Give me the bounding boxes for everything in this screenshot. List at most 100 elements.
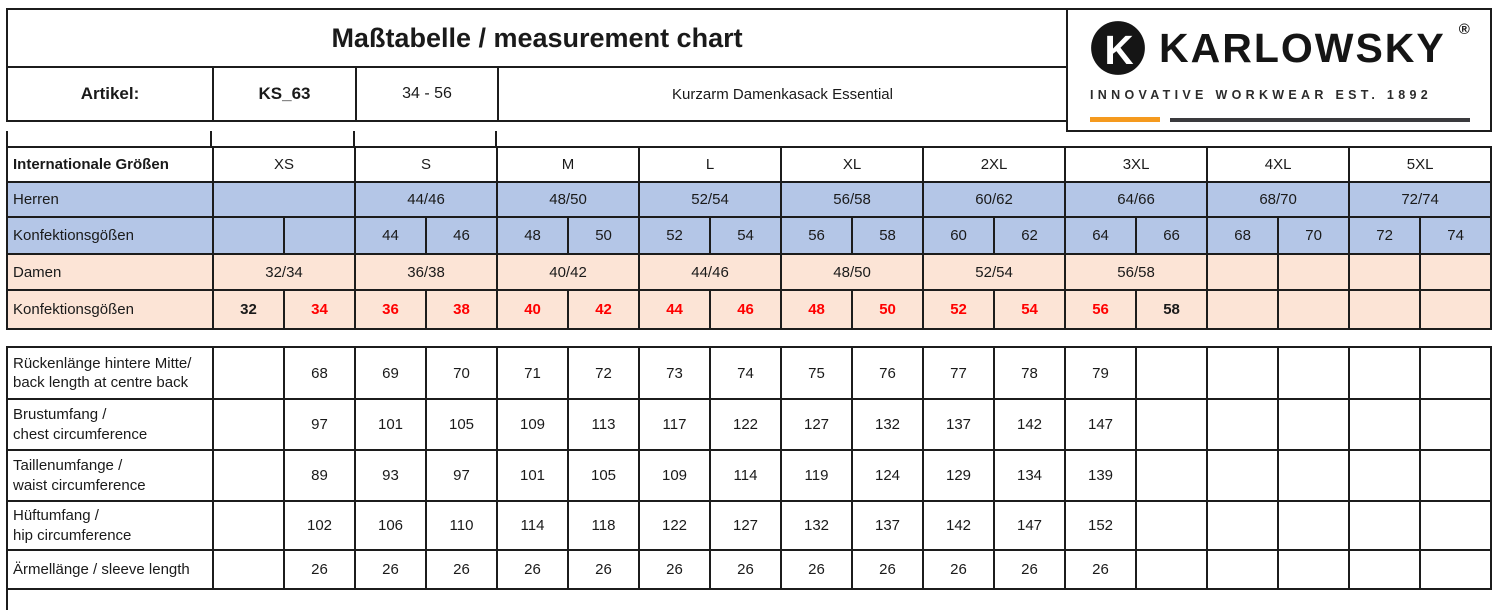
measurement-row-hip-circumference: Hüftumfang / hip circumference 102 106 110 11…	[6, 500, 1492, 551]
konfektionsgroessen-herren-cell: 52	[638, 216, 712, 255]
konfektionsgroessen-herren-cell: 54	[709, 216, 783, 255]
konfektionsgroessen-herren-cell: 48	[496, 216, 570, 255]
size-table-row-konfektionsgroessen-herren: Konfektionsgößen 44 46 48 50 52 54 56 58 60 62 64 66…	[6, 216, 1493, 255]
measurement-row-back-length: Rückenlänge hintere Mitte/back length at…	[6, 346, 1492, 400]
international-sizes-cell: L	[638, 146, 783, 183]
chest-circumference-value: 127	[780, 398, 853, 451]
herren-cell: 68/70	[1206, 181, 1351, 218]
row-label-sleeve-length: Ärmellänge / sleeve length	[6, 549, 214, 590]
page-title: Maßtabelle / measurement chart	[5, 8, 1069, 68]
back-length-value	[212, 346, 285, 400]
waist-circumference-value: 139	[1064, 449, 1137, 502]
chest-circumference-value	[1348, 398, 1421, 451]
konfektionsgroessen-damen-cell: 46	[709, 289, 783, 330]
konfektionsgroessen-damen-cell: 42	[567, 289, 641, 330]
chest-circumference-value: 109	[496, 398, 569, 451]
grid-stub	[6, 590, 8, 610]
bottom-edge	[6, 590, 1492, 610]
konfektionsgroessen-damen-cell: 38	[425, 289, 499, 330]
konfektionsgroessen-herren-cell: 56	[780, 216, 854, 255]
hip-circumference-value	[1277, 500, 1350, 551]
international-sizes-cell: 4XL	[1206, 146, 1351, 183]
row-label-konfektionsgroessen-damen: Konfektionsgößen	[6, 289, 214, 330]
konfektionsgroessen-herren-cell: 70	[1277, 216, 1351, 255]
sleeve-length-value: 26	[709, 549, 782, 590]
konfektionsgroessen-damen-cell: 34	[282, 289, 357, 330]
herren-cell: 56/58	[780, 181, 925, 218]
row-label-line1: Rückenlänge hintere Mitte/	[13, 354, 192, 372]
damen-cell	[1277, 253, 1351, 291]
back-length-value: 73	[638, 346, 711, 400]
waist-circumference-value: 119	[780, 449, 853, 502]
hip-circumference-value	[1135, 500, 1208, 551]
waist-circumference-value	[1206, 449, 1279, 502]
back-length-value: 75	[780, 346, 853, 400]
size-table-row-herren: Herren 44/46 48/50 52/54 56/58 60/62 64/66 68/7…	[6, 181, 1493, 218]
row-label-chest-circumference: Brustumfang / chest circumference	[6, 398, 214, 451]
damen-cell: 52/54	[922, 253, 1067, 291]
grid-stub	[6, 131, 8, 147]
hip-circumference-value	[1419, 500, 1492, 551]
damen-cell: 40/42	[496, 253, 641, 291]
konfektionsgroessen-herren-cell: 64	[1064, 216, 1138, 255]
waist-circumference-value	[1348, 449, 1421, 502]
waist-circumference-value: 97	[425, 449, 498, 502]
size-table-row-international-sizes: Internationale Größen XS S M L XL 2XL 3XL 4XL 5XL	[6, 146, 1493, 183]
logo-tagline: INNOVATIVE WORKWEAR EST. 1892	[1090, 88, 1432, 102]
konfektionsgroessen-herren-cell: 62	[993, 216, 1067, 255]
hip-circumference-value: 118	[567, 500, 640, 551]
registered-mark-icon: ®	[1458, 21, 1470, 38]
back-length-value: 74	[709, 346, 782, 400]
sleeve-length-value	[212, 549, 285, 590]
artikel-label: Artikel:	[6, 66, 214, 122]
back-length-value	[1419, 346, 1492, 400]
chest-circumference-value: 137	[922, 398, 995, 451]
header-section-gap	[6, 131, 1492, 147]
sleeve-length-value: 26	[780, 549, 853, 590]
chest-circumference-value: 122	[709, 398, 782, 451]
back-length-value	[1348, 346, 1421, 400]
chest-circumference-value: 132	[851, 398, 924, 451]
back-length-value	[1277, 346, 1350, 400]
grid-stub	[495, 131, 497, 147]
back-length-value: 79	[1064, 346, 1137, 400]
chest-circumference-value	[1135, 398, 1208, 451]
row-label-international-sizes: Internationale Größen	[6, 146, 214, 183]
measurement-table: Rückenlänge hintere Mitte/back length at…	[6, 346, 1492, 590]
herren-cell: 52/54	[638, 181, 783, 218]
row-label-waist-circumference: Taillenumfange / waist circumference	[6, 449, 214, 502]
herren-cell: 72/74	[1348, 181, 1493, 218]
waist-circumference-value: 93	[354, 449, 427, 502]
size-table-row-damen: Damen 32/34 36/38 40/42 44/46 48/50 52/54 56/58	[6, 253, 1493, 291]
konfektionsgroessen-damen-cell	[1277, 289, 1351, 330]
row-label-line2: chest circumference	[13, 425, 148, 443]
logo-underline-dark	[1170, 117, 1470, 122]
konfektionsgroessen-damen-cell: 44	[638, 289, 712, 330]
herren-cell: 48/50	[496, 181, 641, 218]
row-label-line2: back length at centre back	[13, 374, 189, 391]
sleeve-length-value: 26	[496, 549, 569, 590]
hip-circumference-value: 142	[922, 500, 995, 551]
row-label-konfektionsgroessen-herren: Konfektionsgößen	[6, 216, 214, 255]
konfektionsgroessen-damen-cell	[1419, 289, 1493, 330]
damen-cell	[1206, 253, 1280, 291]
sleeve-length-value: 26	[851, 549, 924, 590]
logo-box: K KARLOWSKY ® INNOVATIVE WORKWEAR EST. 1…	[1066, 8, 1492, 132]
sleeve-length-value	[1206, 549, 1279, 590]
sleeve-length-value: 26	[638, 549, 711, 590]
grid-stub	[353, 131, 355, 147]
sleeve-length-value	[1348, 549, 1421, 590]
damen-cell	[1348, 253, 1422, 291]
konfektionsgroessen-damen-cell: 54	[993, 289, 1067, 330]
konfektionsgroessen-herren-cell: 74	[1419, 216, 1493, 255]
international-sizes-cell: 2XL	[922, 146, 1067, 183]
row-label-line1: Taillenumfange /	[13, 457, 123, 474]
konfektionsgroessen-damen-cell	[1206, 289, 1280, 330]
konfektionsgroessen-herren-cell: 66	[1135, 216, 1209, 255]
konfektionsgroessen-damen-cell: 32	[212, 289, 285, 330]
sleeve-length-value: 26	[567, 549, 640, 590]
herren-cell	[211, 181, 357, 218]
chest-circumference-value	[212, 398, 285, 451]
damen-cell: 48/50	[780, 253, 925, 291]
international-sizes-cell: 5XL	[1348, 146, 1493, 183]
